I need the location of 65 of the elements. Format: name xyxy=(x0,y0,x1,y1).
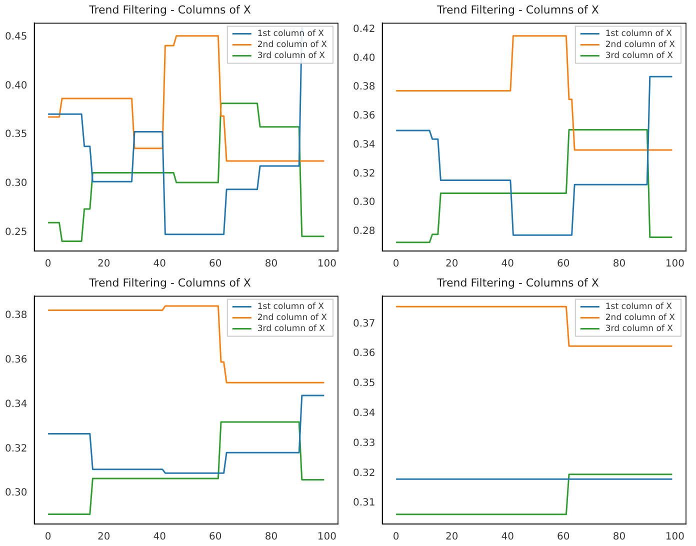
legend-label: 3rd column of X xyxy=(605,324,674,334)
x-tick-label: 0 xyxy=(392,532,400,543)
x-tick-label: 60 xyxy=(557,258,570,270)
y-tick-label: 0.40 xyxy=(5,80,28,92)
x-tick-label: 80 xyxy=(612,532,626,543)
x-tick-label: 40 xyxy=(153,532,166,543)
x-tick-label: 20 xyxy=(445,532,458,543)
x-tick-label: 80 xyxy=(612,258,626,270)
x-tick-label: 100 xyxy=(317,258,337,270)
y-tick-label: 0.25 xyxy=(5,227,28,238)
legend-label: 1st column of X xyxy=(605,302,672,312)
legend-label: 2nd column of X xyxy=(257,40,328,50)
y-tick-label: 0.36 xyxy=(5,354,28,366)
x-tick-label: 100 xyxy=(665,258,685,270)
chart-title: Trend Filtering - Columns of X xyxy=(88,3,252,16)
legend-label: 3rd column of X xyxy=(257,50,326,61)
x-tick-label: 80 xyxy=(264,258,278,270)
x-tick-label: 40 xyxy=(153,258,166,270)
y-tick-label: 0.36 xyxy=(353,348,376,360)
legend-label: 2nd column of X xyxy=(605,312,676,323)
legend-label: 2nd column of X xyxy=(257,312,328,323)
x-tick-label: 20 xyxy=(445,258,458,270)
x-tick-label: 100 xyxy=(317,532,337,543)
y-tick-label: 0.34 xyxy=(353,139,376,150)
x-tick-label: 20 xyxy=(97,258,110,270)
legend-label: 3rd column of X xyxy=(605,50,674,61)
y-tick-label: 0.42 xyxy=(353,24,376,35)
y-tick-label: 0.34 xyxy=(353,408,376,419)
y-tick-label: 0.30 xyxy=(5,178,28,190)
x-tick-label: 40 xyxy=(501,258,514,270)
y-tick-label: 0.35 xyxy=(5,129,28,140)
y-tick-label: 0.34 xyxy=(5,398,28,410)
y-tick-label: 0.32 xyxy=(353,468,376,479)
x-tick-label: 20 xyxy=(97,532,110,543)
x-tick-label: 0 xyxy=(44,532,52,543)
y-tick-label: 0.32 xyxy=(353,168,376,180)
y-tick-label: 0.37 xyxy=(353,318,376,330)
legend-label: 1st column of X xyxy=(257,302,324,312)
x-tick-label: 80 xyxy=(264,532,278,543)
legend-label: 3rd column of X xyxy=(257,324,326,334)
y-tick-label: 0.30 xyxy=(5,488,28,499)
y-tick-label: 0.45 xyxy=(5,31,28,42)
x-tick-label: 0 xyxy=(44,258,52,270)
x-tick-label: 100 xyxy=(665,532,685,543)
x-tick-label: 60 xyxy=(557,532,570,543)
y-tick-label: 0.33 xyxy=(353,438,376,449)
x-tick-label: 0 xyxy=(392,258,400,270)
x-tick-label: 60 xyxy=(209,258,222,270)
y-tick-label: 0.40 xyxy=(353,52,376,64)
y-tick-label: 0.35 xyxy=(353,378,376,390)
y-tick-label: 0.32 xyxy=(5,443,28,454)
legend-label: 1st column of X xyxy=(605,28,672,39)
y-tick-label: 0.31 xyxy=(353,498,376,509)
chart-title: Trend Filtering - Columns of X xyxy=(436,276,600,290)
chart-title: Trend Filtering - Columns of X xyxy=(88,276,252,290)
y-tick-label: 0.38 xyxy=(5,310,28,321)
x-tick-label: 40 xyxy=(501,532,514,543)
chart-title: Trend Filtering - Columns of X xyxy=(436,3,600,16)
legend-label: 1st column of X xyxy=(257,28,324,39)
y-tick-label: 0.30 xyxy=(353,197,376,208)
y-tick-label: 0.28 xyxy=(353,226,376,238)
legend-label: 2nd column of X xyxy=(605,40,676,50)
y-tick-label: 0.36 xyxy=(353,110,376,122)
y-tick-label: 0.38 xyxy=(353,82,376,93)
x-tick-label: 60 xyxy=(209,532,222,543)
